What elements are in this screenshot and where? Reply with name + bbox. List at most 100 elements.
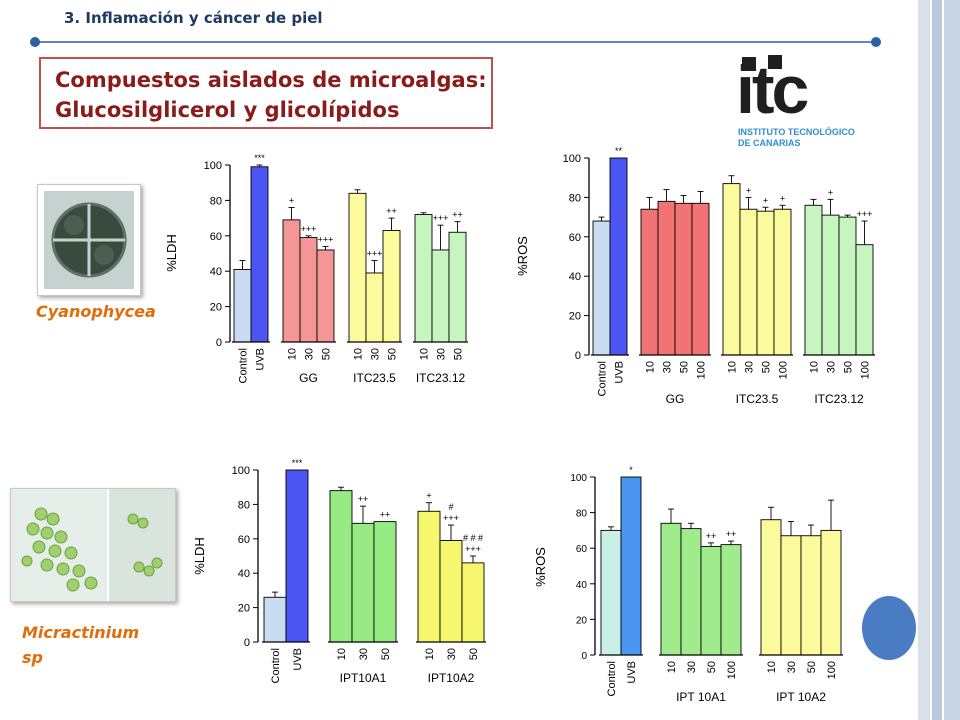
y-tick-label: 40: [238, 568, 250, 580]
x-tick-label: 50: [679, 361, 691, 373]
x-tick-label: 100: [726, 661, 738, 679]
bar: [739, 208, 758, 356]
ros-chart-micractinium: 0 20 40 60 80 100 %ROS Control * UVB 10 30 ++ 50 ++ 100…: [533, 465, 843, 704]
cyanophycea-photo: [37, 184, 141, 296]
x-tick-label: 30: [304, 348, 316, 360]
y-tick-label: 0: [575, 350, 581, 362]
x-tick-label: 10: [424, 648, 436, 660]
x-tick-label: UVB: [626, 661, 638, 684]
y-tick-label: 20: [210, 302, 222, 314]
x-tick-label: 30: [436, 348, 448, 360]
x-tick-label: 10: [336, 648, 348, 660]
x-tick-label: 50: [321, 348, 333, 360]
x-tick-label: Control: [270, 648, 282, 683]
bar: [348, 192, 367, 343]
side-stripe: [932, 0, 942, 720]
x-tick-label: 10: [419, 348, 431, 360]
y-tick-label: 100: [563, 153, 581, 165]
itc-logo-line2: DE CANARIAS: [738, 138, 801, 148]
group-label: ITC23.5: [353, 371, 396, 385]
significance-label: ++: [452, 210, 463, 220]
y-tick-label: 20: [576, 615, 588, 626]
bar: [680, 528, 702, 656]
bar: [373, 521, 397, 643]
bar: [351, 522, 375, 643]
significance-label: +: [746, 185, 751, 195]
bar: [756, 210, 775, 356]
x-tick-label: 50: [468, 648, 480, 660]
decorative-circle: [862, 596, 916, 660]
x-tick-label: 10: [809, 361, 821, 373]
x-tick-label: Control: [606, 661, 618, 696]
y-tick-label: 40: [576, 580, 588, 591]
group-label: ITC23.12: [814, 392, 864, 406]
organism-caption-line2: sp: [22, 648, 43, 667]
bar: [838, 216, 857, 356]
significance-label: ++: [358, 494, 369, 504]
bar: [316, 249, 335, 343]
x-tick-label: 30: [786, 661, 798, 673]
y-tick-label: 0: [216, 337, 222, 349]
x-tick-label: 10: [727, 361, 739, 373]
y-axis-label: %ROS: [515, 236, 530, 276]
slide-title-line1: Compuestos aislados de microalgas:: [55, 68, 487, 92]
group-label: IPT10A1: [340, 671, 387, 685]
y-tick-label: 0: [244, 637, 250, 649]
x-tick-label: 30: [358, 648, 370, 660]
organism-caption-cyanophycea: Cyanophycea: [36, 302, 156, 321]
bar: [700, 545, 722, 656]
slide-title-line2: Glucosilglicerol y glicolípidos: [55, 98, 400, 122]
significance-label: +++: [465, 544, 481, 554]
x-tick-label: UVB: [292, 648, 304, 671]
x-tick-label: 30: [744, 361, 756, 373]
bar: [282, 219, 301, 343]
significance-label: ++: [726, 529, 737, 539]
significance-label: *: [629, 465, 633, 475]
x-tick-label: 10: [287, 348, 299, 360]
section-title: 3. Inflamación y cáncer de piel: [64, 9, 323, 27]
bar: [820, 529, 842, 656]
group-label: GG: [666, 392, 685, 406]
side-stripe: [944, 0, 960, 720]
ros-chart-cyanophycea: 0 20 40 60 80 100 %ROS Control ** UVB 10 30 50 100 GG 1…: [515, 146, 875, 406]
bar: [299, 237, 318, 343]
bar: [773, 208, 792, 356]
x-tick-label: Control: [597, 361, 609, 396]
significance-label: **: [615, 146, 623, 156]
y-tick-label: 20: [238, 603, 250, 615]
organism-caption-micractinium: Micractinium sp: [22, 620, 139, 670]
x-tick-label: 50: [387, 348, 399, 360]
bar: [263, 596, 287, 643]
ldh-chart-micractinium: 0 20 40 60 80 100 %LDH Control *** UVB 10 ++ 30 ++ 50 I…: [192, 458, 486, 685]
bar: [609, 157, 628, 356]
significance-label: # # #: [463, 533, 483, 543]
y-axis-label: %LDH: [164, 234, 179, 272]
y-tick-label: 80: [576, 509, 588, 520]
y-tick-label: 80: [210, 195, 222, 207]
y-axis-label: %LDH: [192, 537, 207, 575]
bar: [233, 268, 252, 343]
slide-title-box: Compuestos aislados de microalgas: Gluco…: [39, 57, 493, 129]
y-tick-label: 60: [238, 534, 250, 546]
bar: [720, 544, 742, 656]
y-tick-label: 60: [210, 231, 222, 243]
bar: [657, 200, 676, 356]
y-tick-label: 80: [238, 499, 250, 511]
itc-logo: itc INSTITUTO TECNOLÓGICO DE CANARIAS: [736, 55, 855, 148]
y-tick-label: 100: [570, 473, 587, 484]
bar: [780, 535, 802, 656]
x-tick-label: 10: [645, 361, 657, 373]
x-tick-label: 30: [686, 661, 698, 673]
bar: [722, 183, 741, 356]
itc-logo-text: itc: [736, 55, 808, 128]
group-label: GG: [299, 371, 318, 385]
bar: [592, 220, 611, 356]
bar: [414, 214, 433, 343]
x-tick-label: 100: [696, 361, 708, 379]
significance-label: +++: [318, 234, 334, 244]
significance-label: +++: [857, 209, 873, 219]
x-tick-label: 30: [826, 361, 838, 373]
bar: [660, 522, 682, 656]
x-tick-label: 50: [843, 361, 855, 373]
bar: [285, 469, 309, 643]
